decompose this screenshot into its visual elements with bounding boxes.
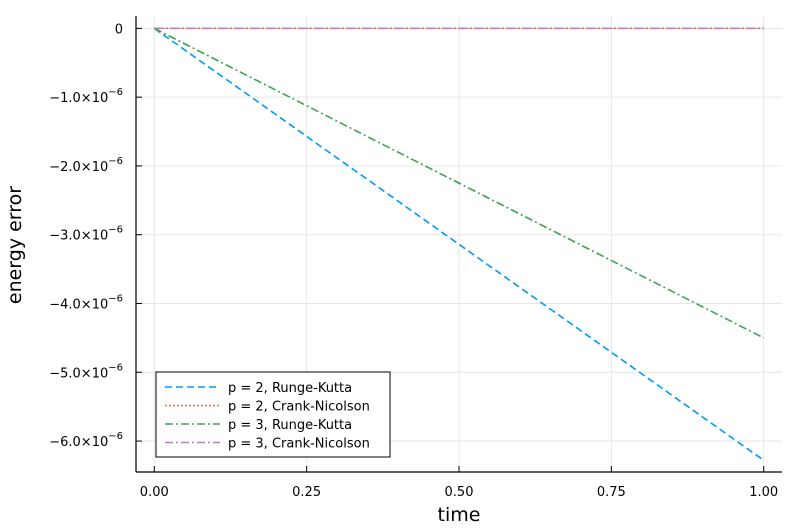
y-tick-label: 0 (115, 22, 123, 37)
x-axis-title: time (438, 504, 481, 526)
legend-label-4: p = 3, Crank-Nicolson (228, 437, 370, 452)
legend-label-1: p = 2, Runge-Kutta (228, 381, 352, 396)
series-line-3 (153, 27, 765, 339)
x-tick-label: 1.00 (749, 485, 778, 500)
y-tick-label: −6.0×10−6 (49, 431, 123, 450)
y-ticks: 0 −1.0×10−6 −2.0×10−6 −3.0×10−6 −4.0×10−6 −5.… (49, 22, 142, 450)
y-tick-label: −3.0×10−6 (49, 225, 123, 244)
x-tick-label: 0.00 (140, 485, 169, 500)
legend: p = 2, Runge-Kutta p = 2, Crank-Nicolson p… (155, 371, 391, 458)
legend-label-3: p = 3, Runge-Kutta (228, 418, 352, 433)
x-tick-label: 0.50 (445, 485, 474, 500)
x-tick-label: 0.75 (597, 485, 626, 500)
y-tick-label: −5.0×10−6 (49, 362, 123, 381)
x-ticks: 0.00 0.25 0.50 0.75 1.00 (140, 466, 778, 500)
y-axis-title: energy error (4, 186, 26, 304)
legend-box (155, 371, 391, 458)
y-tick-label: −2.0×10−6 (49, 156, 123, 175)
y-tick-label: −1.0×10−6 (49, 87, 123, 106)
x-tick-label: 0.25 (292, 485, 321, 500)
legend-label-2: p = 2, Crank-Nicolson (228, 400, 370, 415)
y-tick-label: −4.0×10−6 (49, 293, 123, 312)
series-line-1 (153, 27, 765, 461)
plot-series (153, 27, 765, 461)
